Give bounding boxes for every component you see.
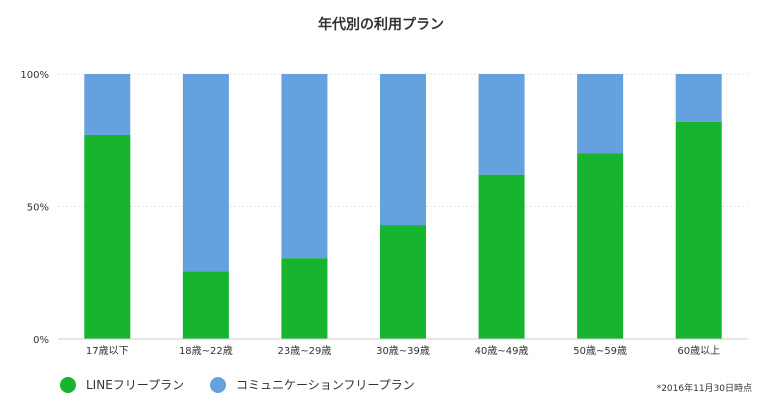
- x-tick-label: 60歳以上: [677, 345, 720, 357]
- bar-line-free: [182, 271, 229, 339]
- bar-communication-free: [182, 74, 229, 272]
- bar-line-free: [380, 225, 426, 339]
- bar-line-free: [577, 153, 624, 339]
- legend-label-communication-free: コミュニケーションフリープラン: [236, 378, 415, 392]
- footnote: *2016年11月30日時点: [656, 384, 752, 394]
- bar-line-free: [478, 174, 525, 339]
- y-tick-label: 0%: [33, 335, 49, 346]
- x-tick-label: 30歳~39歳: [376, 345, 430, 357]
- y-tick-label: 50%: [27, 203, 49, 214]
- legend-item-line-free: LINEフリープラン: [60, 376, 184, 393]
- x-tick-label: 50歳~59歳: [573, 345, 627, 357]
- bar-communication-free: [281, 74, 328, 259]
- legend-swatch-line-free: [60, 376, 76, 393]
- bar-communication-free: [380, 74, 426, 226]
- bar-line-free: [281, 258, 328, 339]
- bar-communication-free: [675, 74, 722, 122]
- x-tick-label: 18歳~22歳: [179, 345, 233, 357]
- x-tick-label: 17歳以下: [86, 345, 129, 357]
- chart-title: 年代別の利用プラン: [318, 17, 444, 33]
- x-tick-label: 40歳~49歳: [475, 345, 529, 357]
- bar-line-free: [675, 121, 722, 339]
- bar-communication-free: [84, 74, 131, 135]
- bar-communication-free: [478, 74, 525, 175]
- legend-swatch-communication-free: [210, 376, 226, 393]
- bar-communication-free: [577, 74, 624, 154]
- bar-line-free: [84, 134, 131, 339]
- legend-item-communication-free: コミュニケーションフリープラン: [210, 376, 415, 393]
- y-tick-label: 100%: [20, 70, 49, 81]
- x-tick-label: 23歳~29歳: [278, 345, 332, 357]
- legend-label-line-free: LINEフリープラン: [86, 378, 185, 392]
